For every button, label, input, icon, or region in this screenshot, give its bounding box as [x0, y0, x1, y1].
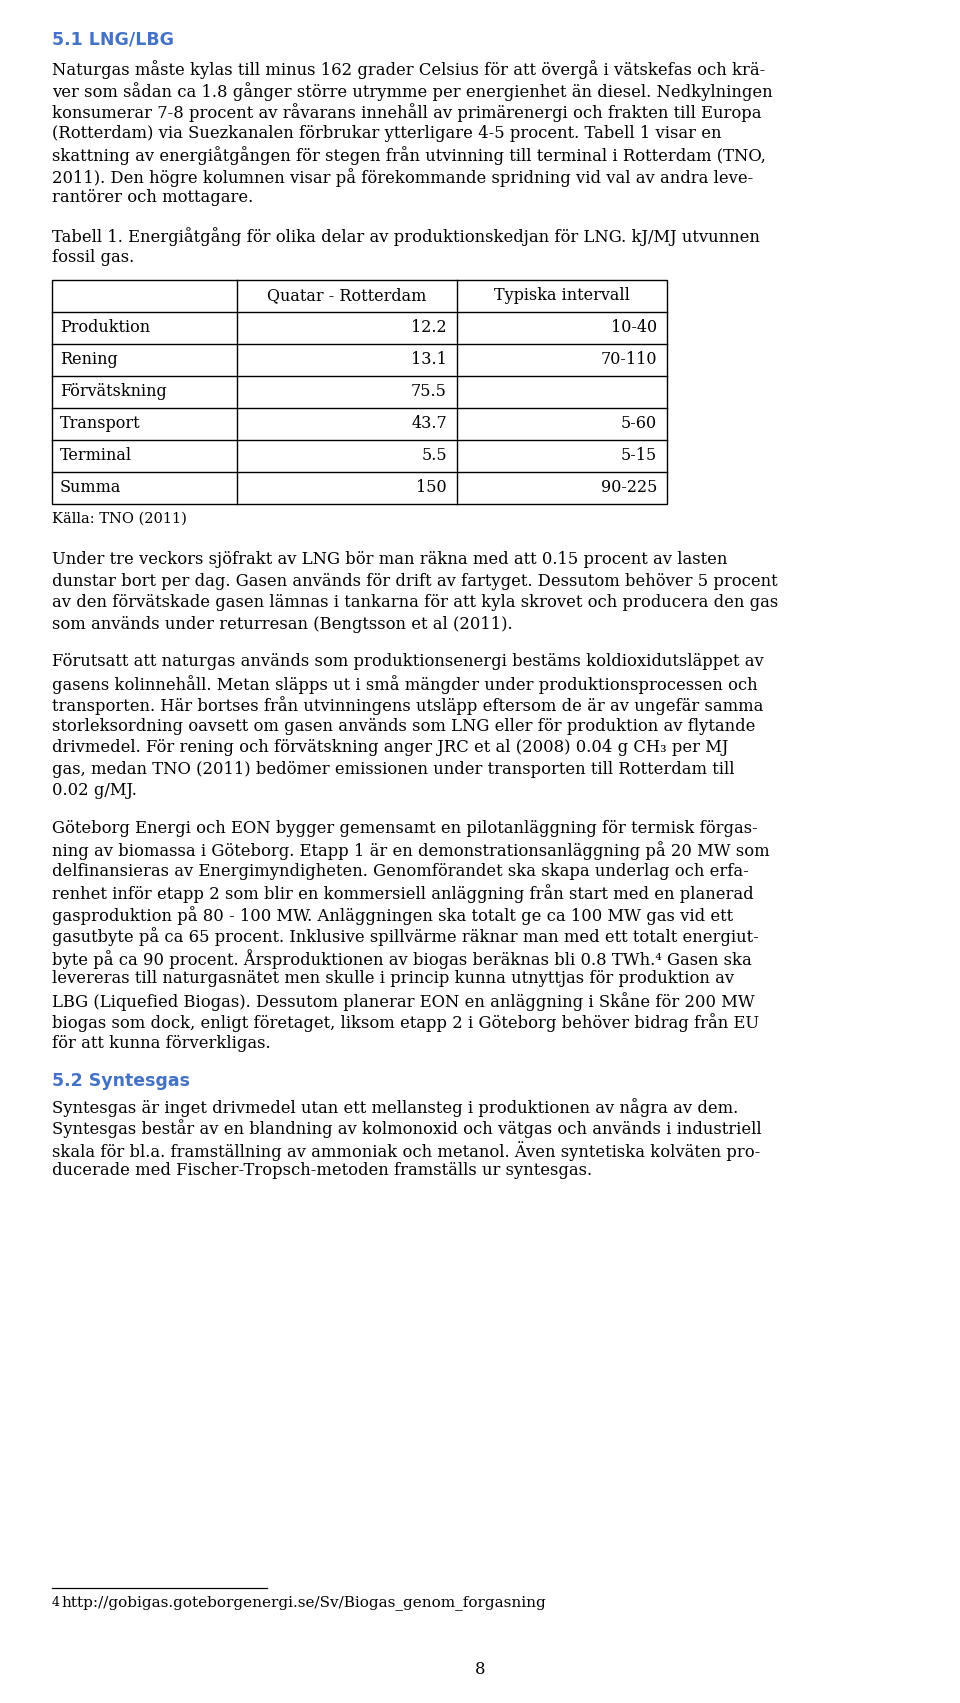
Text: 2011). Den högre kolumnen visar på förekommande spridning vid val av andra leve-: 2011). Den högre kolumnen visar på förek…	[52, 169, 754, 187]
Text: 5.1 LNG/LBG: 5.1 LNG/LBG	[52, 31, 174, 49]
Text: 150: 150	[417, 480, 447, 497]
Text: gasens kolinnehåll. Metan släpps ut i små mängder under produktionsprocessen och: gasens kolinnehåll. Metan släpps ut i sm…	[52, 674, 757, 693]
Text: LBG (Liquefied Biogas). Dessutom planerar EON en anläggning i Skåne för 200 MW: LBG (Liquefied Biogas). Dessutom planera…	[52, 991, 755, 1012]
Text: 5-60: 5-60	[621, 416, 657, 433]
Text: Förvätskning: Förvätskning	[60, 383, 167, 400]
Text: 75.5: 75.5	[411, 383, 447, 400]
Text: drivmedel. För rening och förvätskning anger JRC et al (2008) 0.04 g CH₃ per MJ: drivmedel. För rening och förvätskning a…	[52, 739, 729, 756]
Text: Syntesgas är inget drivmedel utan ett mellansteg i produktionen av några av dem.: Syntesgas är inget drivmedel utan ett me…	[52, 1098, 738, 1117]
Text: 70-110: 70-110	[601, 351, 657, 368]
Text: 5.5: 5.5	[421, 448, 447, 465]
Text: transporten. Här bortses från utvinningens utsläpp eftersom de är av ungefär sam: transporten. Här bortses från utvinninge…	[52, 697, 763, 715]
Text: renhet inför etapp 2 som blir en kommersiell anläggning från start med en planer: renhet inför etapp 2 som blir en kommers…	[52, 884, 754, 903]
Text: Quatar - Rotterdam: Quatar - Rotterdam	[267, 288, 426, 305]
Text: (Rotterdam) via Suezkanalen förbrukar ytterligare 4-5 procent. Tabell 1 visar en: (Rotterdam) via Suezkanalen förbrukar yt…	[52, 124, 722, 141]
Text: dunstar bort per dag. Gasen används för drift av fartyget. Dessutom behöver 5 pr: dunstar bort per dag. Gasen används för …	[52, 572, 778, 589]
Text: Tabell 1. Energiåtgång för olika delar av produktionskedjan för LNG. kJ/MJ utvun: Tabell 1. Energiåtgång för olika delar a…	[52, 226, 760, 245]
Text: av den förvätskade gasen lämnas i tankarna för att kyla skrovet och producera de: av den förvätskade gasen lämnas i tankar…	[52, 594, 779, 611]
Text: Källa: TNO (2011): Källa: TNO (2011)	[52, 513, 187, 526]
Text: ver som sådan ca 1.8 gånger större utrymme per energienhet än diesel. Nedkylning: ver som sådan ca 1.8 gånger större utrym…	[52, 82, 773, 100]
Text: 0.02 g/MJ.: 0.02 g/MJ.	[52, 782, 137, 799]
Text: Terminal: Terminal	[60, 448, 132, 465]
Text: byte på ca 90 procent. Årsproduktionen av biogas beräknas bli 0.8 TWh.⁴ Gasen sk: byte på ca 90 procent. Årsproduktionen a…	[52, 949, 752, 969]
Text: storleksordning oavsett om gasen används som LNG eller för produktion av flytand: storleksordning oavsett om gasen används…	[52, 719, 756, 736]
Text: Naturgas måste kylas till minus 162 grader Celsius för att övergå i vätskefas oc: Naturgas måste kylas till minus 162 grad…	[52, 61, 765, 80]
Text: fossil gas.: fossil gas.	[52, 249, 134, 266]
Text: 5-15: 5-15	[621, 448, 657, 465]
Text: 5.2 Syntesgas: 5.2 Syntesgas	[52, 1073, 190, 1090]
Text: skattning av energiåtgången för stegen från utvinning till terminal i Rotterdam : skattning av energiåtgången för stegen f…	[52, 146, 766, 165]
Text: Göteborg Energi och EON bygger gemensamt en pilotanläggning för termisk förgas-: Göteborg Energi och EON bygger gemensamt…	[52, 819, 757, 836]
Text: 13.1: 13.1	[411, 351, 447, 368]
Text: skala för bl.a. framställning av ammoniak och metanol. Även syntetiska kolväten : skala för bl.a. framställning av ammonia…	[52, 1141, 760, 1161]
Text: 12.2: 12.2	[412, 320, 447, 337]
Text: Syntesgas består av en blandning av kolmonoxid och vätgas och används i industri: Syntesgas består av en blandning av kolm…	[52, 1119, 761, 1138]
Text: biogas som dock, enligt företaget, liksom etapp 2 i Göteborg behöver bidrag från: biogas som dock, enligt företaget, likso…	[52, 1013, 759, 1032]
Text: som används under returresan (Bengtsson et al (2011).: som används under returresan (Bengtsson …	[52, 616, 513, 634]
Text: ducerade med Fischer-Tropsch-metoden framställs ur syntesgas.: ducerade med Fischer-Tropsch-metoden fra…	[52, 1163, 592, 1180]
Text: 10-40: 10-40	[611, 320, 657, 337]
Text: ning av biomassa i Göteborg. Etapp 1 är en demonstrationsanläggning på 20 MW som: ning av biomassa i Göteborg. Etapp 1 är …	[52, 841, 770, 860]
Text: Typiska intervall: Typiska intervall	[494, 288, 630, 305]
Text: levereras till naturgasnätet men skulle i princip kunna utnyttjas för produktion: levereras till naturgasnätet men skulle …	[52, 971, 734, 988]
Bar	[52, 279, 667, 504]
Text: 4: 4	[52, 1596, 60, 1609]
Text: Förutsatt att naturgas används som produktionsenergi bestäms koldioxidutsläppet : Förutsatt att naturgas används som produ…	[52, 654, 764, 671]
Text: för att kunna förverkligas.: för att kunna förverkligas.	[52, 1035, 271, 1052]
Text: Summa: Summa	[60, 480, 121, 497]
Text: http://gobigas.goteborgenergi.se/Sv/Biogas_genom_forgasning: http://gobigas.goteborgenergi.se/Sv/Biog…	[61, 1596, 545, 1609]
Text: delfinansieras av Energimyndigheten. Genomförandet ska skapa underlag och erfa-: delfinansieras av Energimyndigheten. Gen…	[52, 863, 749, 880]
Text: gasutbyte på ca 65 procent. Inklusive spillvärme räknar man med ett totalt energ: gasutbyte på ca 65 procent. Inklusive sp…	[52, 928, 758, 947]
Text: Under tre veckors sjöfrakt av LNG bör man räkna med att 0.15 procent av lasten: Under tre veckors sjöfrakt av LNG bör ma…	[52, 552, 728, 569]
Text: gas, medan TNO (2011) bedömer emissionen under transporten till Rotterdam till: gas, medan TNO (2011) bedömer emissionen…	[52, 761, 734, 778]
Text: 90-225: 90-225	[601, 480, 657, 497]
Text: konsumerar 7-8 procent av råvarans innehåll av primärenergi och frakten till Eur: konsumerar 7-8 procent av råvarans inneh…	[52, 104, 761, 123]
Text: gasproduktion på 80 - 100 MW. Anläggningen ska totalt ge ca 100 MW gas vid ett: gasproduktion på 80 - 100 MW. Anläggning…	[52, 906, 733, 925]
Text: Produktion: Produktion	[60, 320, 150, 337]
Text: rantörer och mottagare.: rantörer och mottagare.	[52, 189, 253, 206]
Text: Rening: Rening	[60, 351, 118, 368]
Text: 8: 8	[475, 1660, 485, 1677]
Text: 43.7: 43.7	[411, 416, 447, 433]
Text: Transport: Transport	[60, 416, 140, 433]
